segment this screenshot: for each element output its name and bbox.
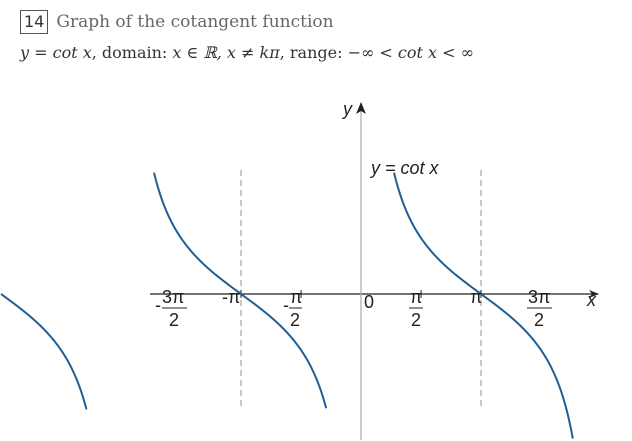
formula-domain: x ∈ ℝ, x ≠ kπ: [172, 43, 280, 62]
tick-label-neg-pi-2-sign: -: [283, 295, 289, 315]
origin-label: 0: [364, 292, 374, 312]
y-axis-arrow: [356, 102, 366, 114]
tick-label-neg-pi-2-num: π: [290, 287, 302, 307]
formula-range: −∞ < cot x < ∞: [347, 43, 474, 62]
formula-domain-label: , domain:: [91, 43, 173, 62]
tick-label-neg-3pi-2-num: 3π: [162, 287, 184, 307]
tick-label-3pi-2-num: 3π: [528, 287, 550, 307]
cot-branch-center: [393, 172, 574, 439]
tick-label-neg-3pi-2-den: 2: [169, 310, 179, 330]
y-axis-label: y: [341, 99, 353, 119]
section-number-badge: 14: [20, 10, 49, 34]
tick-label-pi-2-den: 2: [411, 310, 421, 330]
tick-label-3pi-2-den: 2: [534, 310, 544, 330]
tick-label-pi-2-num: π: [410, 287, 422, 307]
tick-label-pi: π: [470, 287, 482, 307]
cot-branch-left: [0, 293, 88, 410]
header: 14 Graph of the cotangent function: [20, 10, 334, 34]
tick-label-neg-pi-2-den: 2: [290, 310, 300, 330]
curve-label: y = cot x: [369, 158, 440, 178]
page-title: Graph of the cotangent function: [56, 12, 334, 32]
x-axis-label: x: [586, 290, 597, 310]
formula-range-label: , range:: [279, 43, 348, 62]
formula-function: y = cot x: [20, 43, 92, 62]
formula-line: y = cot x, domain: x ∈ ℝ, x ≠ kπ, range:…: [20, 43, 474, 62]
tick-label-neg-3pi-2-sign: -: [155, 295, 161, 315]
tick-label-neg-pi: -π: [222, 287, 240, 307]
cot-branch-middle: [153, 172, 328, 409]
